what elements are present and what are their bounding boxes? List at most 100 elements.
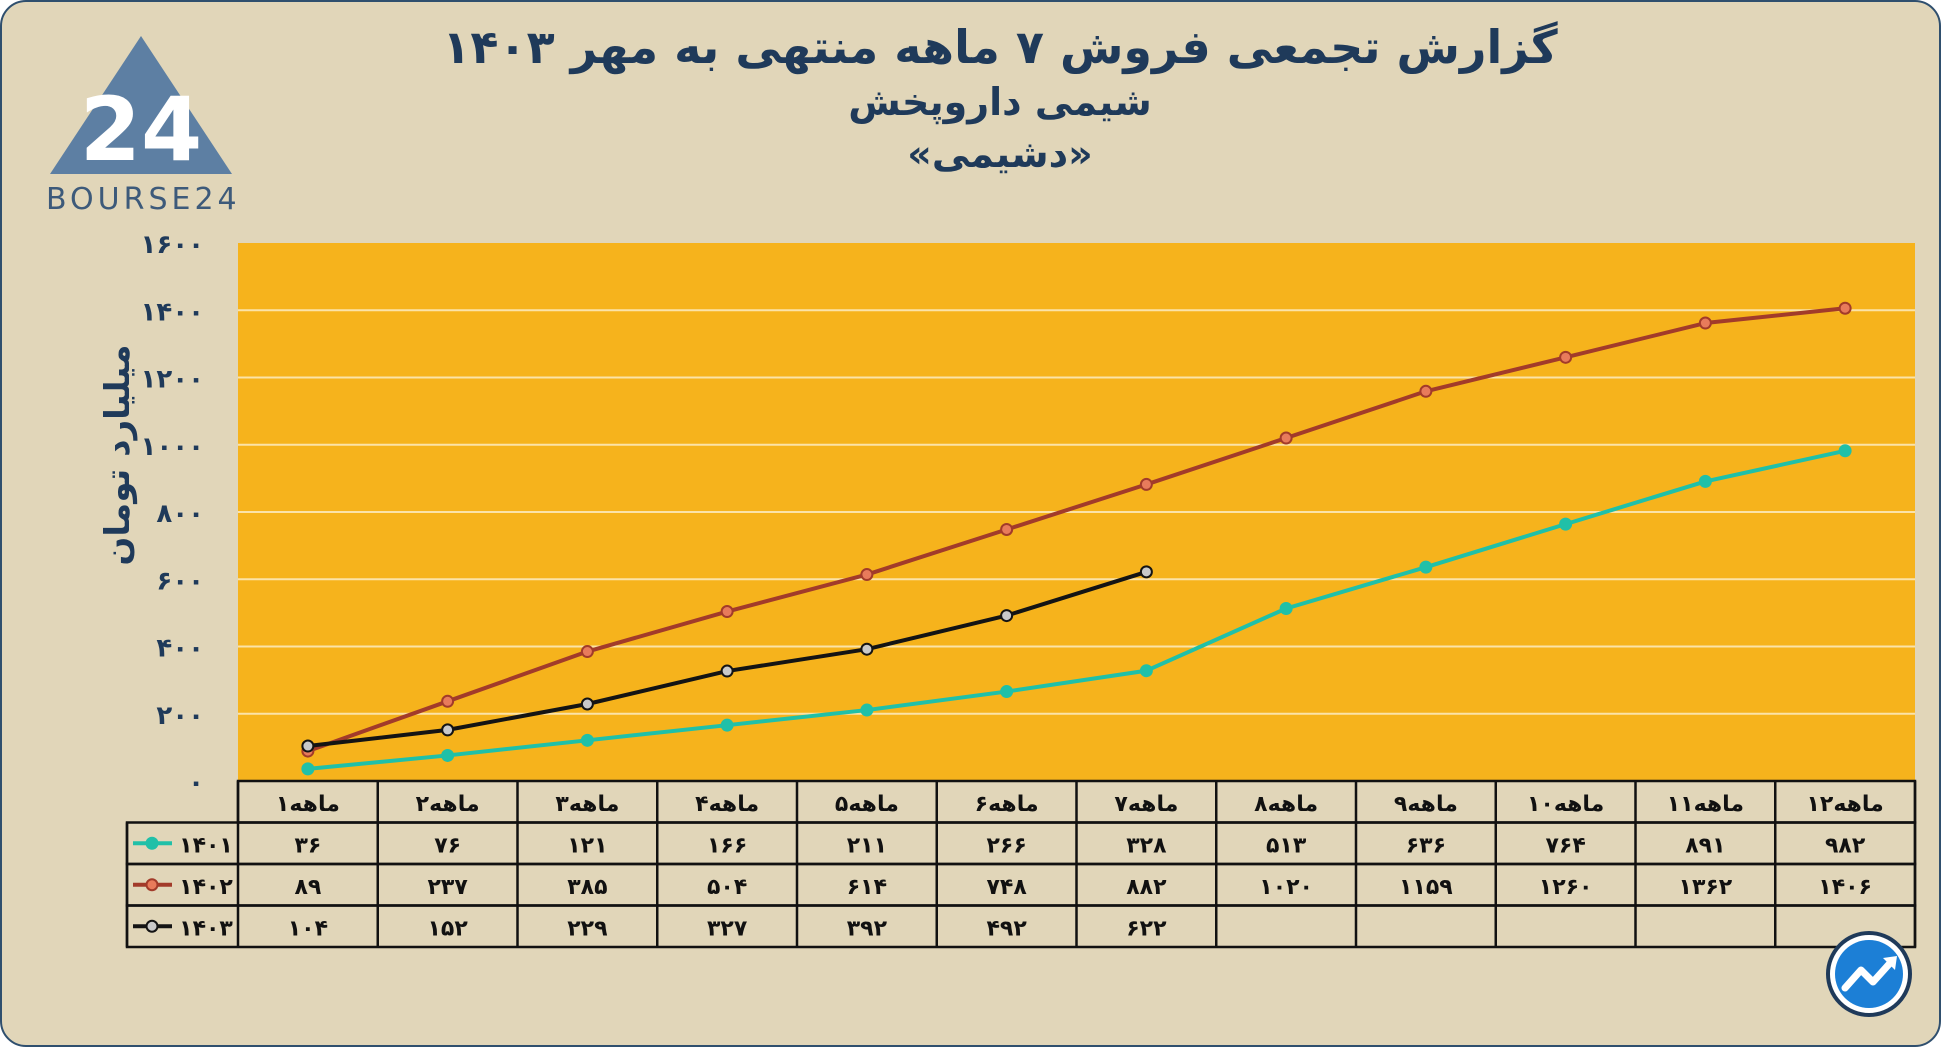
data-point-s1403 (720, 664, 734, 678)
logo-text: BOURSE24 (46, 182, 241, 217)
chart-subtitle: شیمی داروپخش (848, 80, 1152, 124)
data-label: ۱۴۰۶ (1818, 875, 1872, 900)
data-table: ۱ماهه ۲ماهه ۳ماهه ۴ماهه ۵ماهه ۶ماهه ۷ماهه ۸ماهه… (125, 779, 1917, 949)
data-point-s1402 (441, 694, 455, 708)
series-line-s1401 (307, 448, 1846, 771)
data-label: ۳۶ (294, 833, 321, 858)
company-symbol: «دشیمی» (907, 132, 1093, 176)
data-label: ۳۹۲ (847, 916, 888, 941)
data-point-s1403 (1139, 565, 1153, 579)
x-tick-label: ۱۱ماهه (1667, 792, 1744, 817)
data-point-s1402 (1139, 477, 1153, 491)
legend-swatch-marker (145, 919, 159, 933)
x-tick-label: ۶ماهه (975, 792, 1039, 817)
y-tick-label: ۲۰۰ (156, 701, 204, 731)
x-tick-label: ۸ماهه (1254, 792, 1318, 817)
data-point-s1403 (860, 642, 874, 656)
data-point-s1403 (580, 697, 594, 711)
data-label: ۵۱۳ (1266, 833, 1307, 858)
data-point-s1402 (1419, 384, 1433, 398)
data-point-s1401 (860, 703, 874, 717)
data-point-s1401 (441, 748, 455, 762)
data-point-s1402 (580, 645, 594, 659)
data-label: ۱۰۴ (288, 916, 328, 941)
legend-label: ۱۴۰۲ (179, 875, 233, 900)
data-label: ۱۰۲۰ (1259, 875, 1313, 900)
data-label: ۹۸۲ (1825, 833, 1866, 858)
data-point-s1401 (1419, 560, 1433, 574)
data-point-s1401 (1559, 517, 1573, 531)
x-tick-label: ۴ماهه (695, 792, 759, 817)
data-point-s1401 (720, 718, 734, 732)
data-label: ۱۵۲ (427, 916, 468, 941)
data-label: ۲۲۹ (567, 916, 607, 941)
data-label: ۷۴۸ (986, 875, 1027, 900)
data-label: ۶۱۴ (847, 875, 887, 900)
data-point-s1401 (1698, 474, 1712, 488)
data-label: ۳۲۸ (1126, 833, 1167, 858)
x-tick-label: ۲ماهه (416, 792, 480, 817)
x-tick-label: ۱ماهه (276, 792, 340, 817)
data-label: ۸۹۱ (1685, 833, 1725, 858)
data-point-s1402 (1838, 301, 1852, 315)
data-point-s1401 (1000, 685, 1014, 699)
y-tick-label: ۱۲۰۰ (141, 365, 204, 395)
data-label: ۳۲۷ (707, 916, 748, 941)
trend-arrow-icon (1826, 931, 1912, 1017)
data-point-s1401 (1838, 444, 1852, 458)
series-line-s1402 (307, 306, 1846, 753)
y-tick-label: ۱۴۰۰ (141, 297, 204, 327)
chart-title: گزارش تجمعی فروش ۷ ماهه منتهی به مهر ۱۴۰… (442, 20, 1558, 74)
x-tick-label: ۳ماهه (555, 792, 619, 817)
y-tick-label: ۸۰۰ (156, 499, 204, 529)
y-tick-label: ۱۰۰۰ (141, 432, 204, 462)
data-point-s1401 (301, 762, 315, 776)
data-point-s1401 (1279, 602, 1293, 616)
data-point-s1401 (580, 733, 594, 747)
chart-header: گزارش تجمعی فروش ۷ ماهه منتهی به مهر ۱۴۰… (400, 18, 1600, 180)
legend-label: ۱۴۰۱ (179, 833, 233, 858)
y-tick-label: ۶۰۰ (156, 566, 204, 596)
data-label: ۱۳۶۲ (1679, 875, 1733, 900)
legend-swatch-marker (145, 836, 159, 850)
data-label: ۷۶۴ (1545, 833, 1585, 858)
data-point-s1402 (720, 605, 734, 619)
data-label: ۸۹ (294, 875, 321, 900)
data-label: ۲۶۶ (986, 833, 1026, 858)
y-tick-label: ۰ (188, 768, 204, 798)
data-point-s1402 (1279, 431, 1293, 445)
y-tick-label: ۱۶۰۰ (141, 230, 204, 260)
data-point-s1401 (1139, 664, 1153, 678)
data-point-s1402 (860, 568, 874, 582)
x-tick-label: ۱۰ماهه (1527, 792, 1604, 817)
data-point-s1403 (1000, 609, 1014, 623)
logo-number: 24 (80, 78, 202, 181)
data-label: ۱۱۵۹ (1399, 875, 1453, 900)
data-label: ۱۲۶۰ (1539, 875, 1593, 900)
legend-swatch-marker (145, 878, 159, 892)
x-tick-label: ۷ماهه (1114, 792, 1178, 817)
legend-label: ۱۴۰۳ (179, 916, 233, 941)
y-tick-label: ۴۰۰ (156, 634, 204, 664)
bourse24-logo-icon: 24 (50, 36, 232, 181)
data-point-s1402 (1698, 316, 1712, 330)
data-label: ۳۸۵ (567, 875, 607, 900)
data-label: ۲۱۱ (847, 833, 887, 858)
data-point-s1402 (1000, 522, 1014, 536)
data-label: ۸۸۲ (1126, 875, 1167, 900)
data-label: ۶۲۲ (1126, 916, 1167, 941)
data-label: ۱۲۱ (567, 833, 607, 858)
data-point-s1403 (301, 739, 315, 753)
x-tick-label: ۱۲ماهه (1806, 792, 1883, 817)
data-point-s1402 (1559, 350, 1573, 364)
data-label: ۷۶ (434, 833, 461, 858)
data-point-s1403 (441, 723, 455, 737)
data-label: ۵۰۴ (707, 875, 747, 900)
data-label: ۶۳۶ (1406, 833, 1446, 858)
data-label: ۱۶۶ (707, 833, 747, 858)
data-label: ۲۳۷ (427, 875, 468, 900)
x-tick-label: ۵ماهه (835, 792, 899, 817)
data-label: ۴۹۲ (986, 916, 1027, 941)
x-tick-label: ۹ماهه (1394, 792, 1458, 817)
